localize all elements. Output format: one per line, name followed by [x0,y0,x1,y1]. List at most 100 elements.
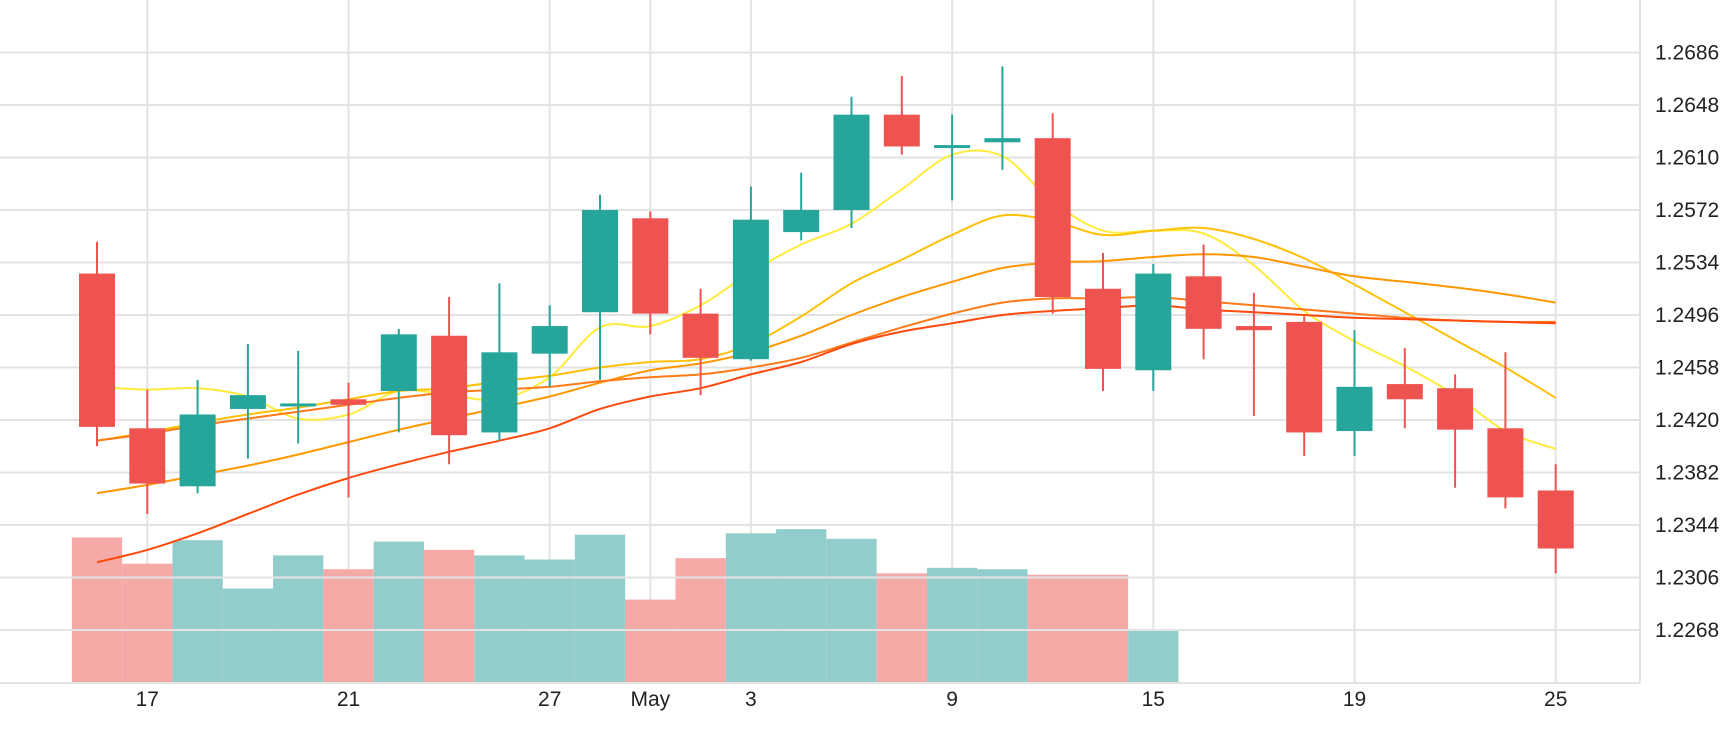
candle-body [431,335,468,436]
y-tick-label: 1.2572 [1655,199,1719,222]
candle [984,66,1021,170]
candle [1034,113,1071,314]
candle [783,172,820,241]
candle [934,114,971,201]
volume-bar [524,559,575,683]
volume-bar [323,569,374,683]
candle-body [1185,276,1222,329]
candle [883,75,920,155]
moving-averages [96,149,1557,564]
x-tick-label: 15 [1142,688,1165,711]
volume-bar [876,573,927,683]
candle-body [883,114,920,147]
candle-body [531,326,568,354]
y-tick-label: 1.2420 [1655,409,1719,432]
x-tick-label: 21 [337,688,360,711]
volume-bar [675,558,726,683]
candle-body [1235,326,1272,331]
candle [1487,352,1524,509]
candle [280,350,317,444]
volume-bar [725,533,777,683]
candle [229,344,266,459]
candle-body [280,403,317,407]
x-tick-label: 3 [745,688,757,711]
candle-body [783,210,820,233]
volume-bar [625,599,676,683]
candle-body [330,399,367,405]
candle [179,379,216,494]
candle-body [1537,490,1574,549]
volume-bar [574,534,626,683]
y-tick-label: 1.2648 [1655,94,1719,117]
x-tick-label: 25 [1544,688,1567,711]
candle-body [1487,428,1524,498]
y-tick-label: 1.2610 [1655,147,1719,170]
candle [1085,252,1121,391]
candle [129,389,166,514]
y-tick-label: 1.2686 [1655,42,1719,65]
volume-bar [423,549,475,683]
candle-body [1034,138,1071,298]
candle-body [984,138,1021,143]
axes: 1.2268 1.2306 1.2344 1.2382 1.2420 1.2458 1.24… [136,42,1720,712]
volume-bar [122,563,173,683]
moving-average-line [96,304,1556,564]
volume-bar [373,541,424,683]
candle [632,211,669,335]
candle [682,288,719,396]
candle [1437,374,1474,488]
candle [1537,464,1574,574]
candle-body [934,145,971,149]
volume-bars [71,529,1179,683]
candle [732,186,769,361]
candles [79,66,1574,574]
volume-bar [273,555,324,683]
candle-body [1135,273,1172,371]
candle [330,382,367,498]
y-tick-label: 1.2306 [1655,567,1719,590]
volume-bar [1027,574,1129,683]
candle-body [582,210,618,313]
y-tick-label: 1.2534 [1655,252,1720,275]
candle [481,283,518,441]
candle-body [1286,321,1323,433]
candle-body [1386,384,1423,400]
candle-body [1085,288,1121,369]
candle-body [732,219,769,360]
candle [79,241,115,447]
volume-bar [1128,630,1179,683]
candle-body [229,395,266,409]
candle [1135,263,1172,391]
candle-body [481,352,518,433]
candle-body [380,334,417,391]
volume-bar [71,537,123,683]
volume-bar [172,540,223,683]
candle [380,328,417,433]
candle [833,96,870,228]
volume-bar [926,567,978,683]
y-tick-label: 1.2382 [1655,462,1719,485]
candle [1185,244,1222,360]
candle-body [179,414,216,487]
moving-average-line [96,253,1556,495]
candle-body [833,114,870,210]
x-tick-label: May [630,688,670,711]
candle [1336,330,1373,456]
volume-bar [222,588,274,683]
y-tick-label: 1.2344 [1655,514,1720,537]
candle-body [632,218,669,314]
candle [582,194,618,380]
moving-average-line [96,295,1556,442]
candle [1386,348,1423,429]
volume-bar [776,529,827,683]
candle [1235,292,1272,416]
volume-bar [474,555,525,683]
x-tick-label: 9 [946,688,958,711]
candle [1286,316,1323,456]
candle-body [682,313,719,358]
y-tick-label: 1.2458 [1655,357,1719,380]
candle-body [1336,386,1373,432]
candle-body [129,428,166,484]
x-tick-label: 27 [538,688,561,711]
